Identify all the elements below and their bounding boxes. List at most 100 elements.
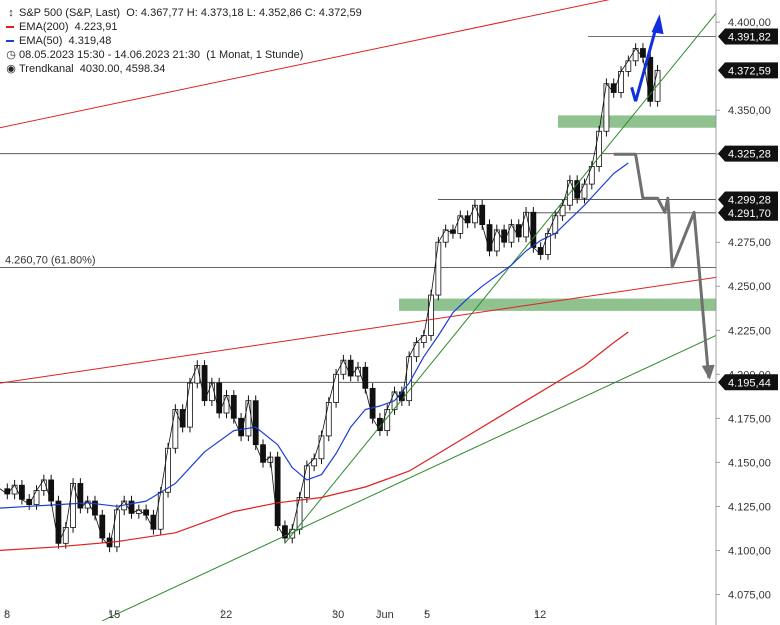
- legend-ema50-row: EMA(50) 4.319,48: [6, 34, 362, 48]
- price-candle-body: [369, 387, 376, 419]
- time-axis-tick-label: 12: [534, 609, 546, 621]
- price-candle-body: [471, 204, 478, 224]
- price-candle-body: [33, 490, 40, 505]
- level-price-box: 4.391,82: [718, 28, 778, 45]
- price-candle-body: [618, 70, 624, 93]
- price-candle-body: [428, 294, 434, 336]
- ema200-swatch: [6, 26, 14, 29]
- price-candle-body: [19, 484, 25, 500]
- price-axis-tick-label: 4.250,00: [728, 281, 771, 293]
- price-candle-body: [187, 382, 193, 428]
- price-box-label: 4.372,59: [728, 65, 771, 77]
- clock-icon: ◷: [6, 49, 16, 61]
- level-price-box: 4.291,70: [718, 204, 778, 221]
- price-candle-body: [640, 48, 646, 58]
- price-line: [0, 48, 658, 548]
- ema50-label: EMA(50): [19, 35, 63, 47]
- price-candle-body: [296, 497, 303, 530]
- price-candle-body: [442, 229, 449, 243]
- period-range: 08.05.2023 15:30 - 14.06.2023 21:30: [19, 49, 201, 61]
- price-candle-body: [208, 382, 215, 402]
- price-candle-body: [420, 335, 427, 343]
- ema200-line: [0, 331, 629, 551]
- time-axis-tick-label: Jun: [376, 609, 394, 621]
- projection-up-path: [630, 21, 659, 102]
- price-candle-body: [552, 215, 559, 234]
- price-candle-body: [325, 402, 332, 437]
- trend-channel-line: [0, 0, 610, 129]
- price-candle-body: [62, 527, 69, 544]
- price-box-shape: [718, 62, 778, 79]
- uptrend-line: [284, 12, 716, 544]
- projection-up-arrowhead: [651, 14, 664, 35]
- ema50-line: [0, 162, 629, 509]
- channel-values: 4030.00, 4598.34: [79, 63, 166, 75]
- price-axis-tick-label: 4.125,00: [728, 501, 771, 513]
- support-zone: [399, 298, 716, 311]
- target-icon: ◉: [6, 63, 16, 75]
- plot-area: [0, 36, 716, 553]
- price-candle-body: [523, 211, 529, 238]
- price-candle-body: [274, 456, 281, 527]
- candle-icon: ↕: [8, 7, 14, 19]
- price-axis-tick-label: 4.075,00: [728, 589, 771, 601]
- level-price-box: 4.195,44: [718, 374, 778, 391]
- price-candle-body: [303, 465, 310, 498]
- price-candle-body: [588, 166, 595, 185]
- price-axis-tick-label: 4.350,00: [728, 105, 771, 117]
- ema50-value: 4.319,48: [68, 35, 112, 47]
- time-axis-tick-label: 30: [332, 609, 344, 621]
- legend-instrument-row: ↕ S&P 500 (S&P, Last) O: 4.367,77 H: 4.37…: [6, 6, 362, 20]
- chart-legend: ↕ S&P 500 (S&P, Last) O: 4.367,77 H: 4.37…: [6, 6, 362, 76]
- price-box-shape: [718, 204, 778, 221]
- support-zone: [558, 115, 716, 128]
- price-candle-body: [435, 241, 442, 296]
- price-axis-tick-label: 4.100,00: [728, 545, 771, 557]
- price-candle-body: [252, 400, 259, 446]
- price-box-shape: [718, 191, 778, 208]
- price-box-label: 4.325,28: [728, 149, 771, 161]
- price-candle-body: [362, 366, 369, 389]
- price-axis-tick-label: 4.225,00: [728, 325, 771, 337]
- price-candle-body: [55, 500, 62, 544]
- price-candle-body: [559, 204, 566, 217]
- projection-down-arrowhead: [701, 364, 715, 380]
- price-candle-body: [501, 229, 508, 243]
- ohlc-values: O: 4.367,77 H: 4.373,18 L: 4.352,86 C: 4…: [126, 7, 362, 19]
- instrument-name: S&P 500 (S&P, Last): [19, 7, 121, 19]
- price-axis-tick-label: 4.175,00: [728, 413, 771, 425]
- price-box-shape: [718, 28, 778, 45]
- price-candle-body: [333, 373, 339, 403]
- price-candle-body: [625, 60, 632, 72]
- channel-label: Trendkanal: [19, 63, 74, 75]
- price-box-shape: [718, 374, 778, 391]
- legend-channel-row: ◉ Trendkanal 4030.00, 4598.34: [6, 62, 362, 76]
- price-candle-body: [581, 183, 588, 199]
- period-interval: (1 Monat, 1 Stunde): [206, 49, 304, 61]
- price-candle-body: [479, 204, 486, 225]
- uptrend-line: [102, 335, 716, 622]
- time-axis-tick-label: 22: [220, 609, 232, 621]
- level-price-box: 4.325,28: [718, 145, 778, 162]
- price-candle-body: [165, 447, 171, 493]
- ema200-label: EMA(200): [19, 21, 69, 33]
- price-candle-body: [201, 365, 208, 402]
- time-axis-tick-label: 15: [108, 609, 120, 621]
- price-candle-body: [340, 359, 347, 375]
- trend-channel-line: [0, 276, 716, 384]
- price-axis-tick-label: 4.150,00: [728, 457, 771, 469]
- current-price-box: 4.372,59: [718, 62, 778, 79]
- legend-period-row: ◷ 08.05.2023 15:30 - 14.06.2023 21:30 (1 …: [6, 48, 362, 62]
- fib-level-label: 4.260,70 (61.80%): [5, 254, 96, 266]
- projection-down-path: [613, 152, 711, 378]
- price-candle-body: [230, 395, 237, 419]
- price-candle-body: [223, 395, 230, 414]
- price-candle-body: [603, 83, 610, 132]
- price-box-label: 4.391,82: [728, 31, 771, 43]
- price-candle-body: [245, 400, 252, 437]
- price-candle-body: [311, 458, 318, 467]
- price-candle-body: [172, 409, 179, 449]
- ema200-value: 4.223,91: [74, 21, 118, 33]
- price-box-label: 4.299,28: [728, 194, 771, 206]
